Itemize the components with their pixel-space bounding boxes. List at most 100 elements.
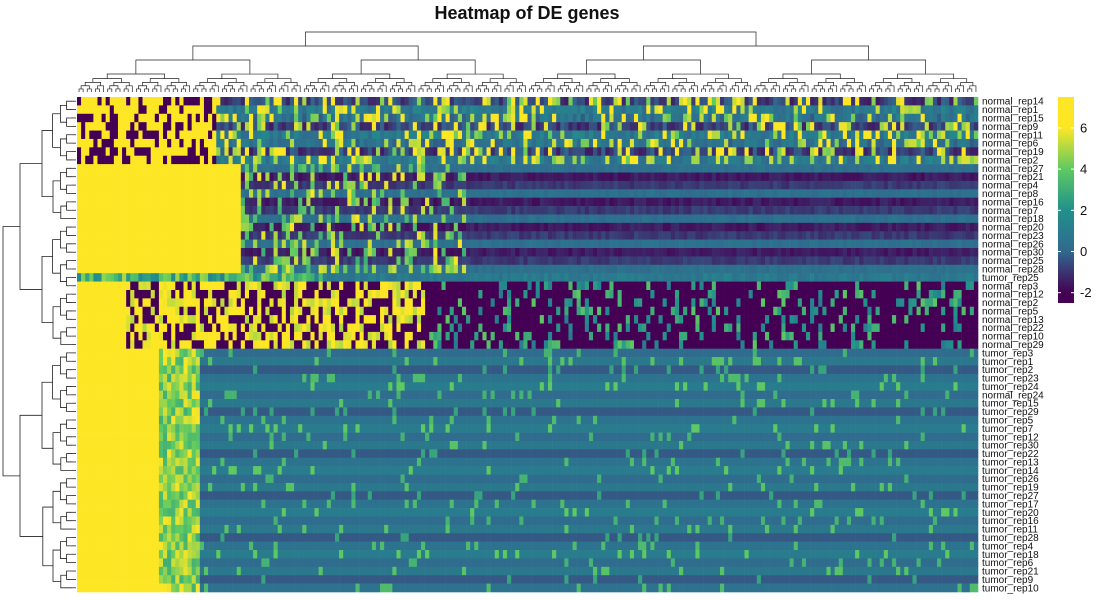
heatmap-cell [810, 206, 815, 215]
heatmap-cell [445, 113, 450, 123]
heatmap-cell [171, 264, 176, 274]
heatmap-cell [523, 239, 528, 249]
heatmap-cell [77, 155, 82, 165]
heatmap-cell [416, 214, 422, 224]
heatmap-cell [711, 214, 717, 224]
heatmap-cell [912, 113, 917, 123]
heatmap-cell [568, 155, 573, 165]
heatmap-cell [322, 264, 328, 274]
heatmap-cell [748, 130, 754, 140]
heatmap-cell [183, 239, 188, 249]
heatmap-cell [97, 256, 102, 266]
heatmap-cell [208, 206, 213, 215]
heatmap-cell [163, 214, 168, 224]
heatmap-cell [552, 113, 557, 123]
heatmap-cell [502, 105, 508, 115]
heatmap-cell [949, 197, 954, 207]
heatmap-cell [957, 197, 962, 207]
heatmap-cell [249, 197, 254, 207]
heatmap-cell [605, 248, 610, 257]
heatmap-cell [421, 264, 426, 274]
heatmap-cell [908, 239, 913, 249]
heatmap-cell [265, 180, 270, 190]
heatmap-cell [662, 138, 668, 148]
heatmap-cell [597, 97, 602, 106]
heatmap-cell [638, 256, 643, 266]
heatmap-cell [654, 264, 659, 274]
heatmap-cell [769, 155, 774, 165]
heatmap-cell [932, 189, 938, 198]
heatmap-cell [109, 105, 115, 115]
heatmap-cell [208, 197, 213, 207]
heatmap-cell [216, 130, 221, 140]
heatmap-cell [818, 264, 823, 274]
heatmap-cell [969, 231, 975, 240]
heatmap-cell [826, 264, 831, 274]
heatmap-cell [437, 248, 442, 257]
heatmap-cell [695, 164, 700, 173]
row-dendrogram-branch [66, 100, 72, 110]
column-dendrogram [78, 31, 977, 92]
heatmap-cell [486, 206, 491, 215]
heatmap-cell [552, 256, 557, 266]
heatmap-cell [715, 222, 721, 232]
heatmap-cell [838, 97, 844, 106]
heatmap-cell [965, 122, 971, 131]
heatmap-cell [113, 222, 119, 232]
heatmap-cell [294, 239, 299, 249]
heatmap-cell [965, 138, 971, 148]
heatmap-cell [588, 105, 594, 115]
heatmap-cell [347, 256, 352, 266]
heatmap-cell [597, 122, 602, 131]
heatmap-cell [814, 113, 819, 123]
column-dendrogram-branch [475, 88, 481, 92]
heatmap-cell [543, 180, 549, 190]
heatmap-cell [318, 264, 324, 274]
heatmap-cell [879, 231, 885, 240]
heatmap-cell [220, 197, 225, 207]
heatmap-cell [158, 264, 164, 274]
heatmap-cell [556, 206, 561, 215]
heatmap-cell [670, 113, 676, 123]
heatmap-cell [740, 248, 745, 257]
heatmap-cell [785, 172, 790, 182]
heatmap-cell [388, 105, 393, 115]
heatmap-cell [142, 231, 147, 240]
heatmap-cell [593, 231, 598, 240]
heatmap-cell [355, 189, 360, 198]
heatmap-cell [482, 130, 487, 140]
heatmap-cell [744, 180, 749, 190]
heatmap-cell [240, 256, 246, 266]
heatmap-cell [343, 97, 348, 106]
heatmap-cell [515, 248, 520, 257]
heatmap-cell [142, 248, 147, 257]
heatmap-cell [285, 239, 291, 249]
heatmap-cell [457, 214, 463, 224]
heatmap-cell [539, 147, 545, 157]
heatmap-cell [236, 155, 242, 165]
heatmap-cell [818, 122, 823, 131]
heatmap-cell [687, 231, 692, 240]
heatmap-cell [908, 138, 913, 148]
heatmap-cell [175, 172, 180, 182]
heatmap-cell [810, 197, 815, 207]
heatmap-cell [416, 130, 422, 140]
heatmap-cell [453, 164, 459, 173]
heatmap-cell [240, 97, 246, 106]
heatmap-cell [449, 130, 455, 140]
heatmap-cell [298, 105, 303, 115]
heatmap-cell [732, 189, 737, 198]
heatmap-cell [863, 197, 868, 207]
heatmap-cell [896, 147, 901, 157]
heatmap-cell [629, 222, 635, 232]
heatmap-cell [445, 105, 450, 115]
heatmap-cell [408, 264, 414, 274]
heatmap-cell [191, 172, 197, 182]
heatmap-cell [449, 155, 455, 165]
heatmap-cell [163, 239, 168, 249]
heatmap-cell [482, 172, 487, 182]
heatmap-cell [371, 206, 377, 215]
heatmap-cell [814, 147, 819, 157]
heatmap-cell [765, 248, 770, 257]
heatmap-cell [138, 130, 143, 140]
